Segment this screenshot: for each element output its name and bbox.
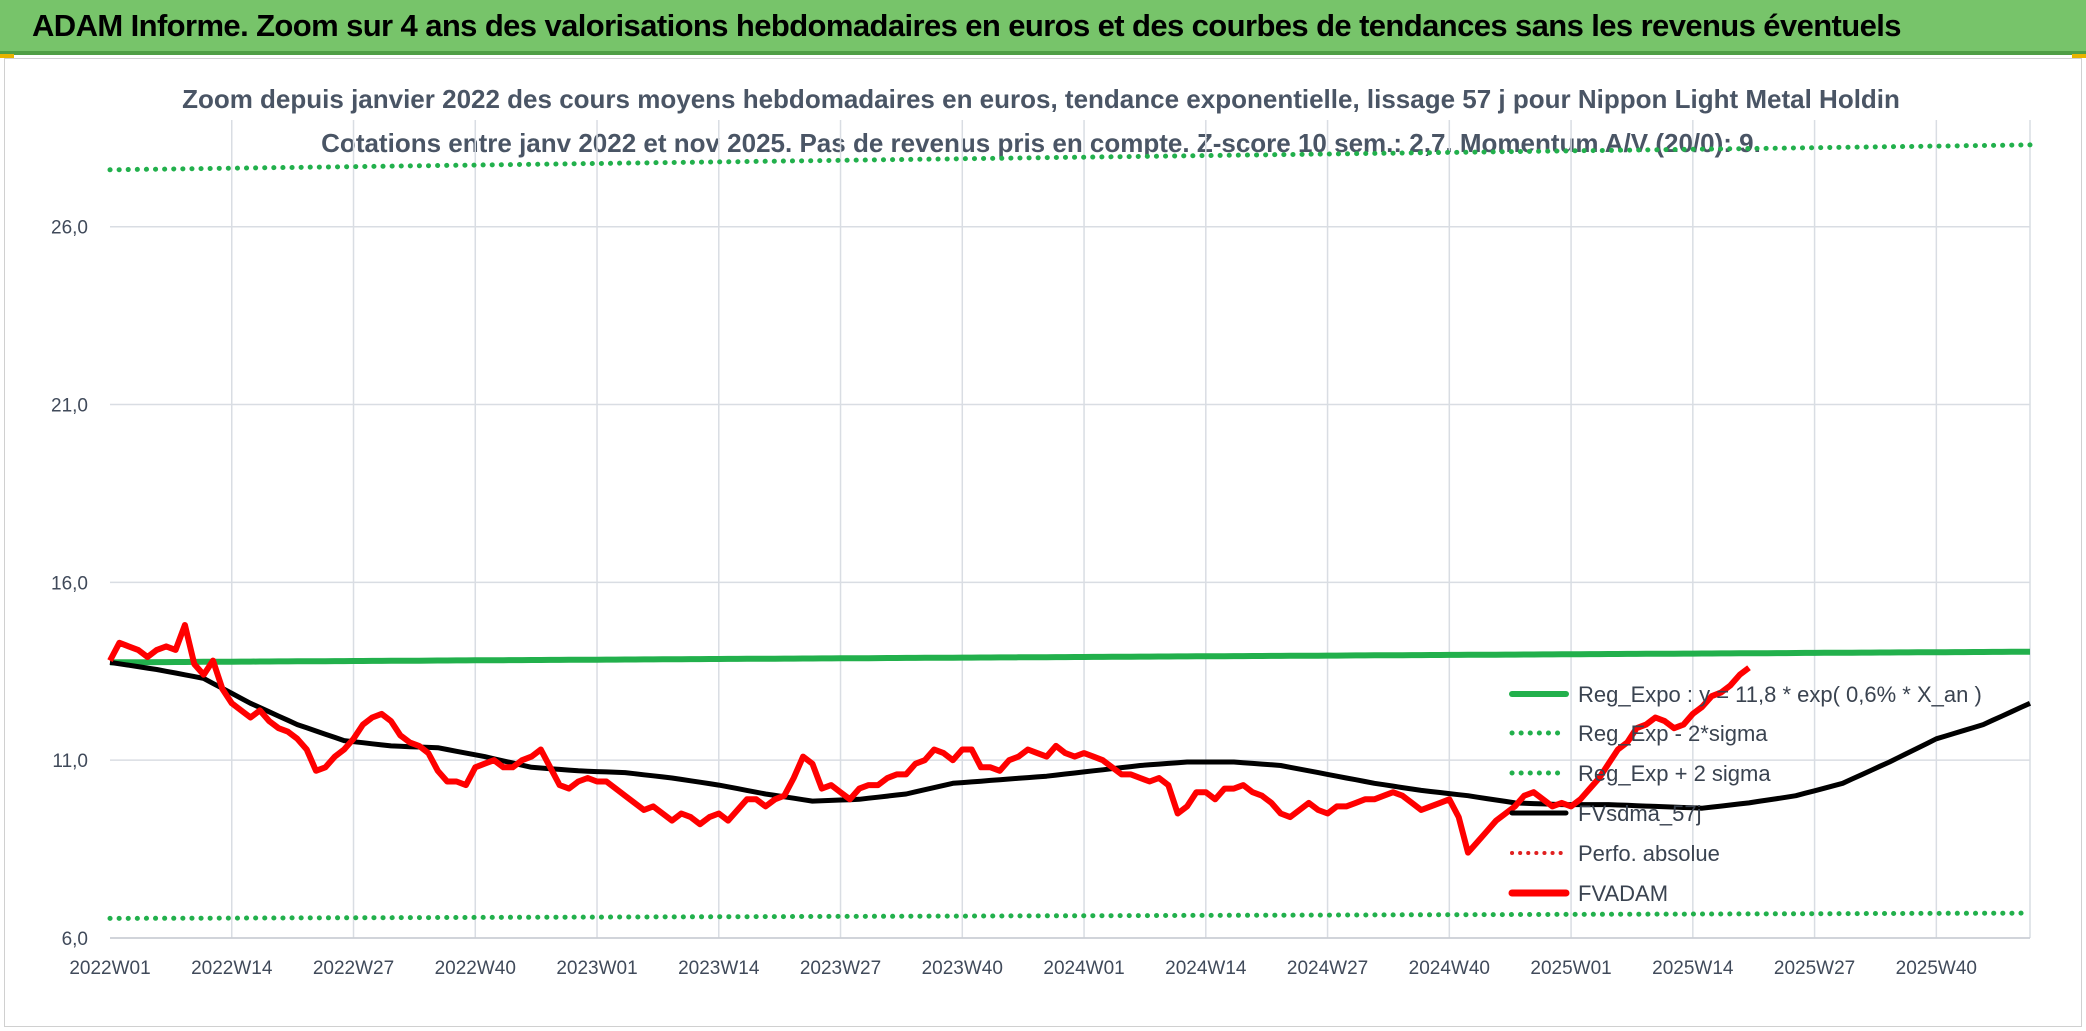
x-tick-label: 2022W01 <box>69 958 150 979</box>
grid-lines <box>110 120 2031 939</box>
x-tick-label: 2025W27 <box>1774 958 1855 979</box>
x-tick-label: 2024W01 <box>1043 958 1124 979</box>
y-tick-label: 6,0 <box>62 929 88 950</box>
y-axis: 6,0 11,0 16,0 21,0 26,0 <box>51 218 88 950</box>
chart-legend: Reg_Expo : y = 11,8 * exp( 0,6% * X_an )… <box>1508 682 1982 906</box>
x-tick-label: 2024W27 <box>1287 958 1368 979</box>
x-tick-label: 2023W01 <box>556 958 637 979</box>
fvadam-line <box>107 622 1751 856</box>
x-tick-label: 2025W01 <box>1530 958 1611 979</box>
report-banner: ADAM Informe. Zoom sur 4 ans des valoris… <box>0 0 2086 55</box>
chart-subtitle-line2: Cotations entre janv 2022 et nov 2025. P… <box>321 128 1761 158</box>
legend-label: Perfo. absolue <box>1578 841 1720 866</box>
lower-band-line <box>107 910 2033 921</box>
chart-subtitle-line1: Zoom depuis janvier 2022 des cours moyen… <box>182 84 1900 114</box>
x-tick-label: 2022W14 <box>191 958 273 979</box>
legend-label: Reg_Exp + 2 sigma <box>1578 761 1771 786</box>
moving-average-line <box>109 659 2032 811</box>
x-tick-label: 2023W40 <box>922 958 1003 979</box>
y-tick-label: 26,0 <box>51 218 88 239</box>
report-title: ADAM Informe. Zoom sur 4 ans des valoris… <box>32 8 1902 43</box>
y-tick-label: 21,0 <box>51 396 88 417</box>
x-axis: 2022W01 2022W14 2022W27 2022W40 2023W01 2023W… <box>69 958 1977 979</box>
upper-band-line <box>107 142 2033 173</box>
x-tick-label: 2022W40 <box>435 958 516 979</box>
legend-label: Reg_Expo : y = 11,8 * exp( 0,6% * X_an ) <box>1578 682 1982 707</box>
y-tick-label: 16,0 <box>51 573 88 594</box>
regression-line <box>109 648 2031 666</box>
series-lines <box>107 142 2033 921</box>
y-tick-label: 11,0 <box>52 751 88 772</box>
legend-label: Reg_Exp - 2*sigma <box>1578 721 1768 746</box>
x-tick-label: 2024W40 <box>1409 958 1490 979</box>
chart-frame <box>4 58 2082 1027</box>
x-tick-label: 2023W27 <box>800 958 881 979</box>
x-tick-label: 2022W27 <box>313 958 394 979</box>
corner-mark-right <box>2072 54 2086 58</box>
legend-label: FVADAM <box>1578 881 1668 906</box>
legend-label: FVsdma_57j <box>1578 801 1702 826</box>
corner-mark-left <box>0 54 14 58</box>
x-tick-label: 2023W14 <box>678 958 760 979</box>
x-tick-label: 2025W40 <box>1896 958 1977 979</box>
x-tick-label: 2024W14 <box>1165 958 1247 979</box>
x-tick-label: 2025W14 <box>1652 958 1734 979</box>
